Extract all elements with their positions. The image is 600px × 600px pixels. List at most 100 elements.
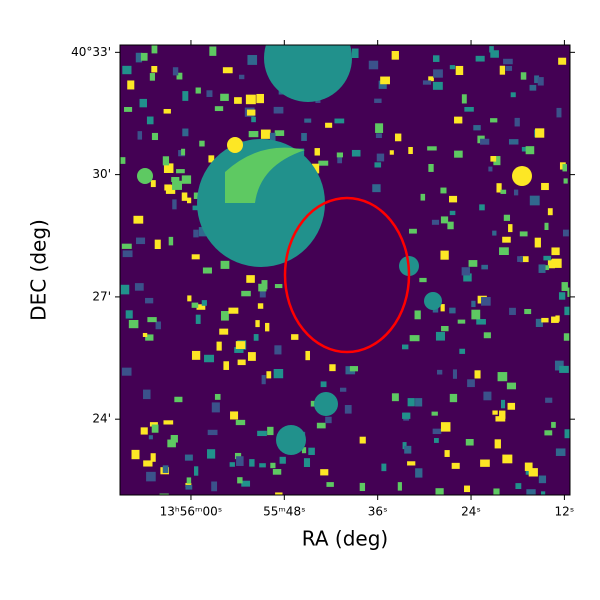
mask-square [291, 334, 299, 340]
mask-square [463, 273, 472, 282]
mask-square [149, 422, 158, 427]
mask-square [397, 482, 402, 491]
mask-square [125, 310, 133, 319]
mask-square [554, 360, 564, 371]
mask-square [380, 76, 390, 85]
mask-square [420, 193, 426, 201]
mask-square [219, 328, 229, 335]
mask-square [519, 231, 528, 237]
mask-square [483, 391, 492, 401]
mask-square [508, 139, 519, 145]
mask-square [427, 146, 437, 151]
mask-square [247, 55, 258, 65]
mask-square [559, 365, 569, 373]
mask-square [172, 180, 182, 190]
mask-square [143, 460, 153, 467]
mask-square [368, 60, 379, 70]
mask-square [351, 48, 359, 58]
mask-square [535, 128, 545, 138]
y-tick-label: 40°33' [71, 45, 111, 59]
mask-square [502, 454, 513, 464]
mask-square [122, 65, 132, 75]
mask-square [464, 106, 474, 112]
mask-square [274, 284, 283, 289]
mask-square [359, 482, 366, 492]
mask-square [409, 228, 417, 234]
mask-square [220, 93, 229, 101]
mask-square [248, 131, 259, 138]
mask-circle [314, 392, 338, 416]
mask-square [151, 65, 158, 73]
mask-square [234, 97, 242, 104]
mask-square [544, 430, 553, 436]
mask-square [461, 267, 470, 276]
mask-square [214, 106, 224, 112]
mask-square [404, 445, 412, 454]
mask-square [176, 169, 185, 174]
mask-square [230, 411, 239, 420]
mask-square [409, 335, 420, 342]
mask-square [325, 416, 332, 424]
mask-square [154, 239, 161, 250]
mask-square [145, 334, 154, 341]
mask-square [431, 219, 440, 225]
mask-square [432, 428, 442, 435]
mask-square [433, 438, 439, 443]
mask-circle [512, 166, 532, 186]
mask-square [432, 55, 440, 62]
mask-square [279, 456, 286, 464]
mask-square [191, 254, 200, 260]
x-tick-label: 12ˢ [555, 505, 575, 519]
mask-square [561, 282, 568, 291]
mask-square [551, 258, 562, 268]
mask-square [428, 163, 434, 172]
mask-square [211, 402, 220, 413]
mask-circle [424, 292, 442, 310]
mask-square [234, 452, 242, 460]
mask-square [305, 350, 310, 361]
mask-square [455, 65, 464, 76]
mask-square [167, 439, 176, 448]
mask-square [246, 109, 256, 116]
mask-square [181, 148, 186, 156]
mask-square [372, 184, 381, 193]
mask-square [476, 319, 486, 325]
mask-square [239, 74, 245, 80]
mask-square [187, 295, 192, 302]
mask-square [461, 94, 467, 104]
mask-square [496, 183, 502, 193]
mask-square [440, 250, 449, 260]
mask-square [181, 192, 188, 201]
mask-square [538, 264, 546, 273]
mask-square [273, 368, 284, 379]
mask-square [449, 65, 456, 70]
mask-square [149, 73, 155, 81]
mask-square [510, 92, 516, 98]
y-axis-label: DEC (deg) [27, 219, 51, 321]
mask-square [525, 146, 535, 155]
mask-square [269, 132, 276, 142]
mask-square [121, 367, 132, 376]
mask-square [526, 489, 536, 495]
mask-square [407, 461, 416, 466]
mask-square [151, 424, 159, 433]
mask-square [529, 84, 537, 91]
mask-square [544, 265, 550, 271]
mask-square [221, 311, 229, 321]
mask-square [329, 364, 336, 372]
mask-square [316, 422, 326, 429]
mask-square [184, 454, 193, 461]
mask-square [479, 204, 485, 211]
mask-square [483, 332, 491, 339]
mask-square [201, 300, 207, 306]
mask-square [198, 227, 207, 237]
mask-square [490, 118, 498, 123]
x-tick-label: 36ˢ [368, 505, 388, 519]
mask-square [275, 492, 283, 495]
mask-square [336, 152, 343, 158]
mask-square [320, 381, 327, 388]
mask-square [267, 426, 274, 436]
mask-square [359, 436, 366, 444]
mask-square [495, 416, 506, 422]
mask-square [274, 130, 285, 136]
